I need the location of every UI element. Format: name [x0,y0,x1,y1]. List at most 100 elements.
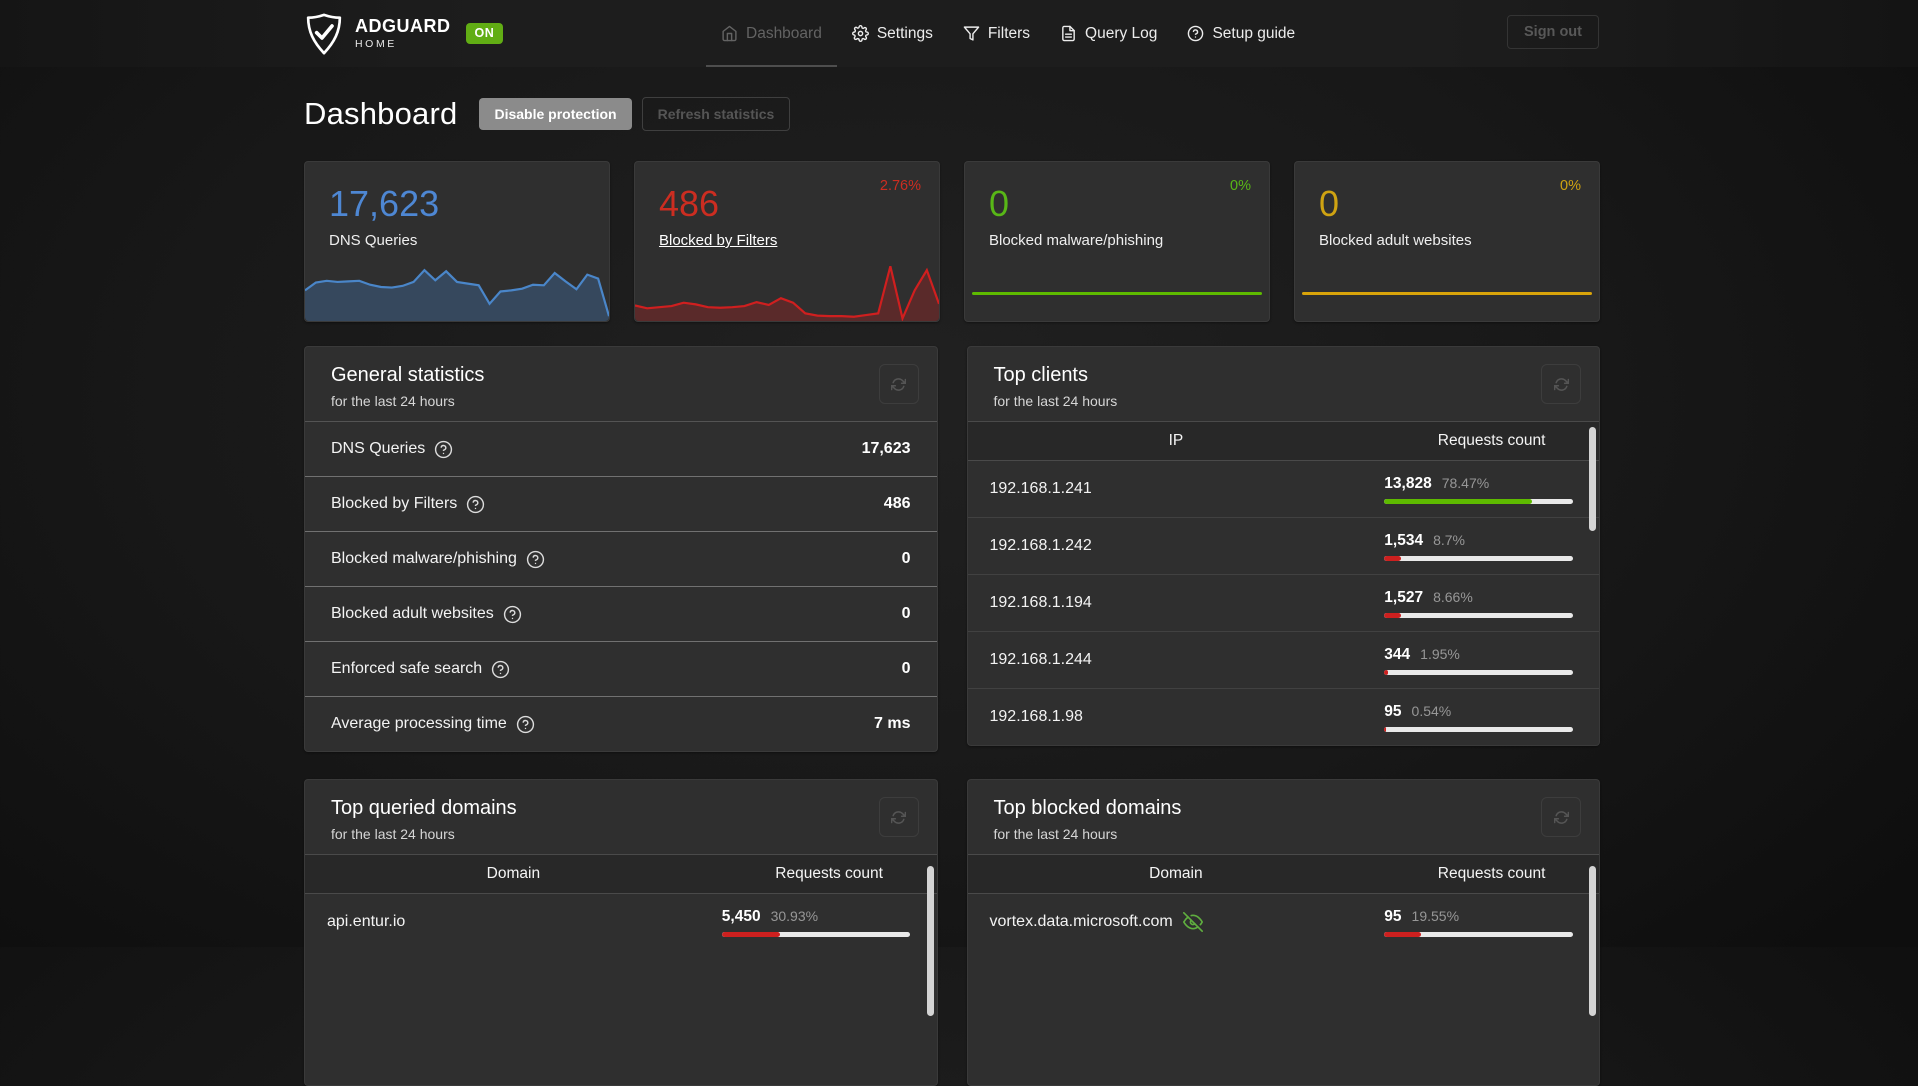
panel-subtitle: for the last 24 hours [331,826,455,842]
stat-row: Blocked malware/phishing 0 [305,531,937,586]
nav-item-query-log[interactable]: Query Log [1045,0,1172,67]
stat-row-value: 17,623 [861,440,911,457]
column-header-domain: Domain [1149,865,1203,882]
eye-slash-icon[interactable] [1182,912,1203,932]
help-circle-icon [1187,25,1204,42]
panel-header: Top clients for the last 24 hours [968,347,1600,421]
nav-item-label: Dashboard [746,24,822,42]
top-clients-list: 192.168.1.241 13,828 78.47% 192.168.1.242… [967,461,1599,745]
top-queried-domains-list: api.entur.io 5,450 30.93% [305,894,937,950]
client-row: 192.168.1.244 344 1.95% [967,631,1599,688]
help-icon[interactable] [434,440,453,459]
stat-row-label: Enforced safe search [331,660,483,677]
stat-card-blocked-malware-phishing: 0% 0 Blocked malware/phishing [964,161,1270,322]
panel-header: Top blocked domains for the last 24 hour… [968,780,1600,854]
requests-count: 13,828 [1384,474,1432,492]
help-icon[interactable] [516,715,535,734]
general-statistics-panel: General statistics for the last 24 hours… [304,346,938,752]
table-header: IP Requests count [967,421,1599,461]
dashboard-content: Dashboard Disable protection Refresh sta… [304,96,1600,1086]
requests-count: 344 [1384,645,1411,663]
domain-name: api.entur.io [327,913,406,930]
disable-protection-button[interactable]: Disable protection [479,98,632,130]
general-statistics-list: DNS Queries 17,623 Blocked by Filters 48… [305,421,937,751]
requests-percent: 19.55% [1411,907,1460,924]
card-sparkline [305,259,609,321]
flat-sparkline [1302,292,1592,295]
panel-title: Top blocked domains [993,797,1182,819]
refresh-panel-button[interactable] [1541,797,1581,837]
help-icon[interactable] [491,660,510,679]
stat-row: Average processing time 7 ms [305,696,937,751]
nav-item-label: Setup guide [1212,24,1296,42]
panel-header: Top queried domains for the last 24 hour… [305,780,937,854]
help-icon[interactable] [526,550,545,569]
client-ip: 192.168.1.194 [989,594,1092,611]
protection-status-badge: ON [465,23,504,44]
card-value: 486 [659,183,720,224]
help-icon[interactable] [466,495,485,514]
stat-row: Blocked adult websites 0 [305,586,937,641]
stat-row-label: Blocked malware/phishing [331,550,517,567]
client-ip: 192.168.1.241 [989,480,1092,497]
client-ip: 192.168.1.98 [989,708,1083,725]
requests-bar [1384,555,1573,561]
refresh-panel-button[interactable] [878,797,919,837]
scrollbar-thumb[interactable] [926,866,934,1016]
nav-item-settings[interactable]: Settings [837,0,948,67]
brand-subtitle: HOME [355,38,397,51]
refresh-icon [1553,810,1569,825]
column-header-requests: Requests count [1437,865,1546,882]
stat-row-value: 0 [901,550,911,567]
stat-row-label: Blocked adult websites [331,605,494,622]
query-log-icon [1060,25,1077,42]
nav-item-label: Settings [876,24,933,42]
requests-percent: 8.66% [1433,588,1473,605]
stat-row-label: DNS Queries [331,440,426,457]
panel-subtitle: for the last 24 hours [331,393,455,409]
stat-row-label: Blocked by Filters [331,495,458,512]
card-percent: 0% [1560,178,1581,194]
client-ip: 192.168.1.244 [989,651,1092,668]
sign-out-button[interactable]: Sign out [1507,15,1599,49]
refresh-statistics-button[interactable]: Refresh statistics [641,97,791,131]
stat-row-value: 0 [901,660,911,677]
card-label: Blocked adult websites [1319,232,1472,249]
stat-cards-row: 17,623 DNS Queries 2.76% 486 Blocked by … [304,161,1600,322]
help-icon[interactable] [503,605,522,624]
refresh-icon [891,377,906,392]
client-row: 192.168.1.194 1,527 8.66% [967,574,1599,631]
nav-item-label: Query Log [1085,24,1158,42]
nav-item-setup-guide[interactable]: Setup guide [1172,0,1310,67]
table-header: Domain Requests count [305,854,937,894]
refresh-panel-button[interactable] [878,364,919,404]
requests-count: 1,527 [1384,588,1424,606]
scrollbar-thumb[interactable] [1589,866,1596,1016]
stat-row-value: 0 [901,605,911,622]
nav-item-filters[interactable]: Filters [948,0,1045,67]
stat-row-label: Average processing time [331,715,507,732]
adguard-logo[interactable]: ADGUARD HOME ON [304,0,504,67]
scrollbar-thumb[interactable] [1589,427,1596,531]
requests-percent: 1.95% [1420,645,1460,662]
card-label-link[interactable]: Blocked by Filters [659,232,778,249]
card-sparkline [965,259,1269,321]
requests-bar [1384,931,1573,937]
refresh-icon [1553,377,1569,392]
card-sparkline [1295,259,1599,321]
stat-card-blocked-by-filters: 2.76% 486 Blocked by Filters [634,161,940,322]
top-navbar: ADGUARD HOME ON Dashboard Settings Filte… [0,0,1918,67]
panel-header: General statistics for the last 24 hours [305,347,937,421]
funnel-icon [963,25,980,42]
stat-row-value: 7 ms [874,715,911,732]
panel-title: General statistics [331,364,485,386]
domain-row: api.entur.io 5,450 30.93% [305,894,937,950]
refresh-icon [891,810,906,825]
refresh-panel-button[interactable] [1541,364,1581,404]
nav-item-dashboard[interactable]: Dashboard [706,0,837,67]
top-clients-panel: Top clients for the last 24 hours IP Req… [966,346,1600,746]
bottom-panels: Top queried domains for the last 24 hour… [304,779,1600,1086]
card-value: 0 [1319,183,1340,224]
stat-row: Blocked by Filters 486 [305,476,937,531]
requests-bar [1384,726,1573,732]
